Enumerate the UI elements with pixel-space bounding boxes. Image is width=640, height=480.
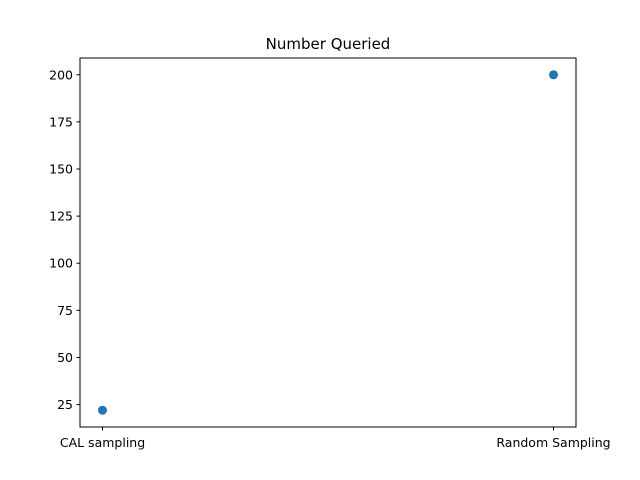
x-tick-label: CAL sampling	[60, 435, 145, 450]
y-tick-label: 125	[49, 209, 73, 224]
chart-title: Number Queried	[266, 35, 391, 53]
y-tick-label: 100	[49, 256, 73, 271]
y-tick-label: 175	[49, 114, 73, 129]
y-tick-label: 200	[49, 67, 73, 82]
data-points	[98, 70, 558, 415]
y-axis: 25 50 75 100 125 150 175 200	[49, 67, 80, 412]
data-point	[549, 70, 558, 80]
plot-area	[79, 57, 577, 428]
x-tick-label: Random Sampling	[496, 435, 610, 450]
y-tick-label: 50	[57, 350, 73, 365]
y-tick-label: 75	[57, 303, 73, 318]
x-axis: CAL sampling Random Sampling	[60, 427, 611, 450]
data-point	[98, 405, 107, 415]
y-tick-label: 150	[49, 162, 73, 177]
y-tick-label: 25	[57, 397, 73, 412]
